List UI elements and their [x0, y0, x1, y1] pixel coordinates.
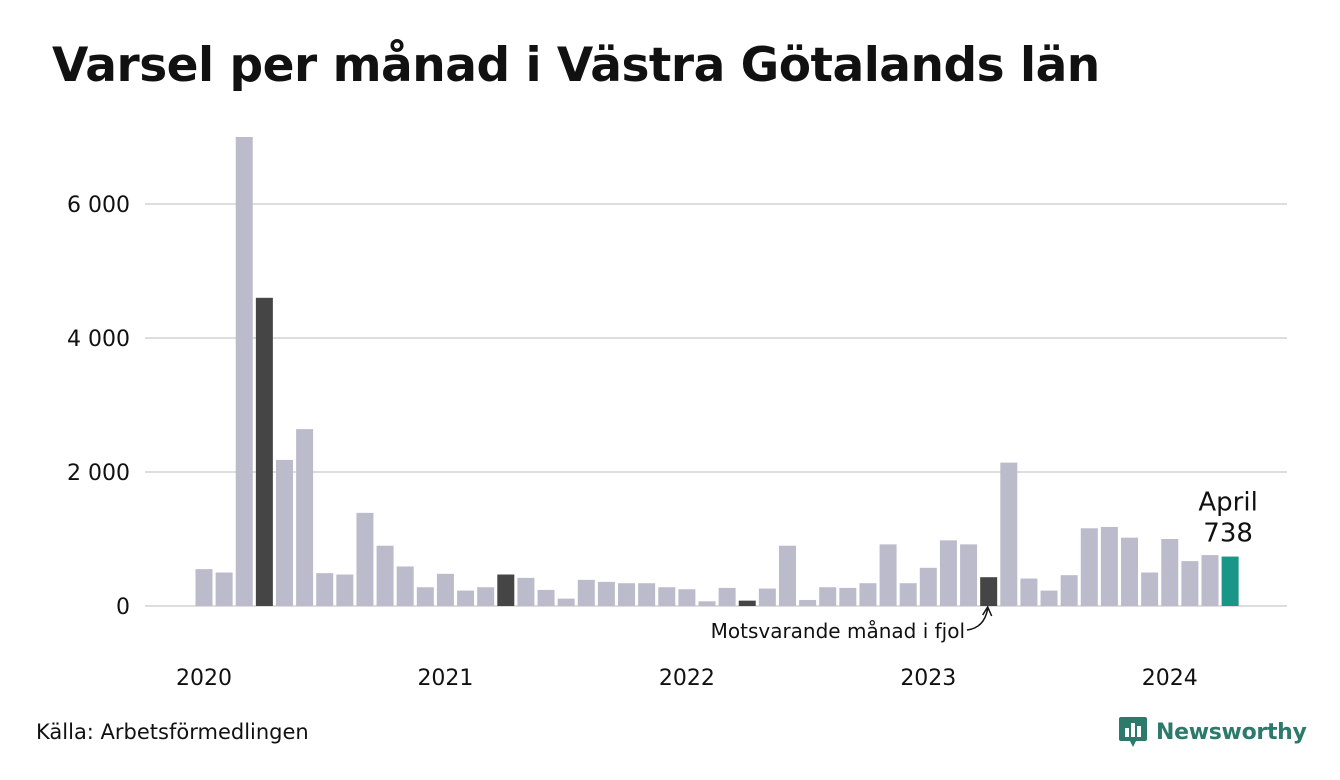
bar — [1020, 578, 1038, 606]
bar — [939, 540, 957, 606]
annotation-arrowhead — [982, 605, 993, 617]
bar — [416, 587, 434, 606]
bar — [778, 545, 796, 606]
bar — [557, 598, 575, 606]
x-tick-label: 2020 — [176, 666, 232, 691]
bar — [638, 583, 656, 606]
current-month-label: April — [1198, 488, 1257, 518]
bar — [919, 567, 937, 606]
bar — [436, 573, 454, 606]
bar — [1121, 537, 1139, 606]
bar — [718, 587, 736, 606]
y-tick-label: 6 000 — [67, 193, 130, 218]
x-tick-label: 2024 — [1142, 666, 1198, 691]
chart-title: Varsel per månad i Västra Götalands län — [52, 38, 1100, 93]
bar — [336, 574, 354, 606]
bar — [1201, 555, 1219, 606]
bar — [678, 589, 696, 606]
bar — [799, 599, 817, 606]
x-tick-label: 2022 — [659, 666, 715, 691]
y-axis-labels: 0 2 000 4 000 6 000 — [67, 193, 130, 620]
bar — [1060, 575, 1078, 606]
bar — [577, 579, 595, 606]
bar — [839, 587, 857, 606]
bar — [255, 297, 273, 606]
y-tick-label: 2 000 — [67, 461, 130, 486]
bar — [195, 569, 213, 606]
bar — [275, 459, 293, 606]
bar — [316, 573, 334, 606]
bar — [819, 587, 837, 606]
bar — [497, 574, 515, 606]
bar — [296, 429, 314, 606]
bar — [477, 587, 495, 606]
bar — [1221, 556, 1239, 606]
bar — [658, 587, 676, 606]
bar — [879, 544, 897, 606]
bar — [1040, 590, 1058, 606]
bar — [1181, 561, 1199, 606]
annotation-arrow — [966, 608, 989, 631]
bar — [537, 589, 555, 606]
bar — [859, 583, 877, 606]
bar — [517, 577, 535, 606]
bar — [980, 577, 998, 606]
bars — [195, 137, 1239, 606]
y-tick-label: 4 000 — [67, 327, 130, 352]
bar — [1080, 528, 1098, 606]
brand-name: Newsworthy — [1156, 719, 1307, 745]
x-tick-label: 2021 — [417, 666, 473, 691]
bar — [457, 590, 475, 606]
bar — [215, 572, 233, 606]
bar — [356, 512, 374, 606]
bar — [1161, 539, 1179, 606]
x-tick-label: 2023 — [900, 666, 956, 691]
bar — [376, 545, 394, 606]
bar — [1100, 526, 1118, 606]
source-note: Källa: Arbetsförmedlingen — [36, 720, 309, 744]
current-value-label: 738 — [1203, 519, 1253, 549]
brand-logo: Newsworthy — [1118, 714, 1307, 750]
bar — [235, 137, 253, 606]
previous-year-label: Motsvarande månad i fjol — [711, 619, 965, 643]
bar — [698, 601, 716, 606]
bar — [1000, 462, 1018, 606]
bar — [758, 588, 776, 606]
bar — [597, 581, 615, 606]
y-tick-label: 0 — [116, 595, 130, 620]
x-axis-labels: 2020 2021 2022 2023 2024 — [176, 666, 1198, 691]
bar — [396, 566, 414, 606]
bar — [899, 583, 917, 606]
bar — [738, 600, 756, 606]
newsworthy-logo-icon — [1119, 717, 1147, 747]
bar — [960, 544, 978, 606]
bar — [618, 583, 636, 606]
bar — [1141, 572, 1159, 606]
